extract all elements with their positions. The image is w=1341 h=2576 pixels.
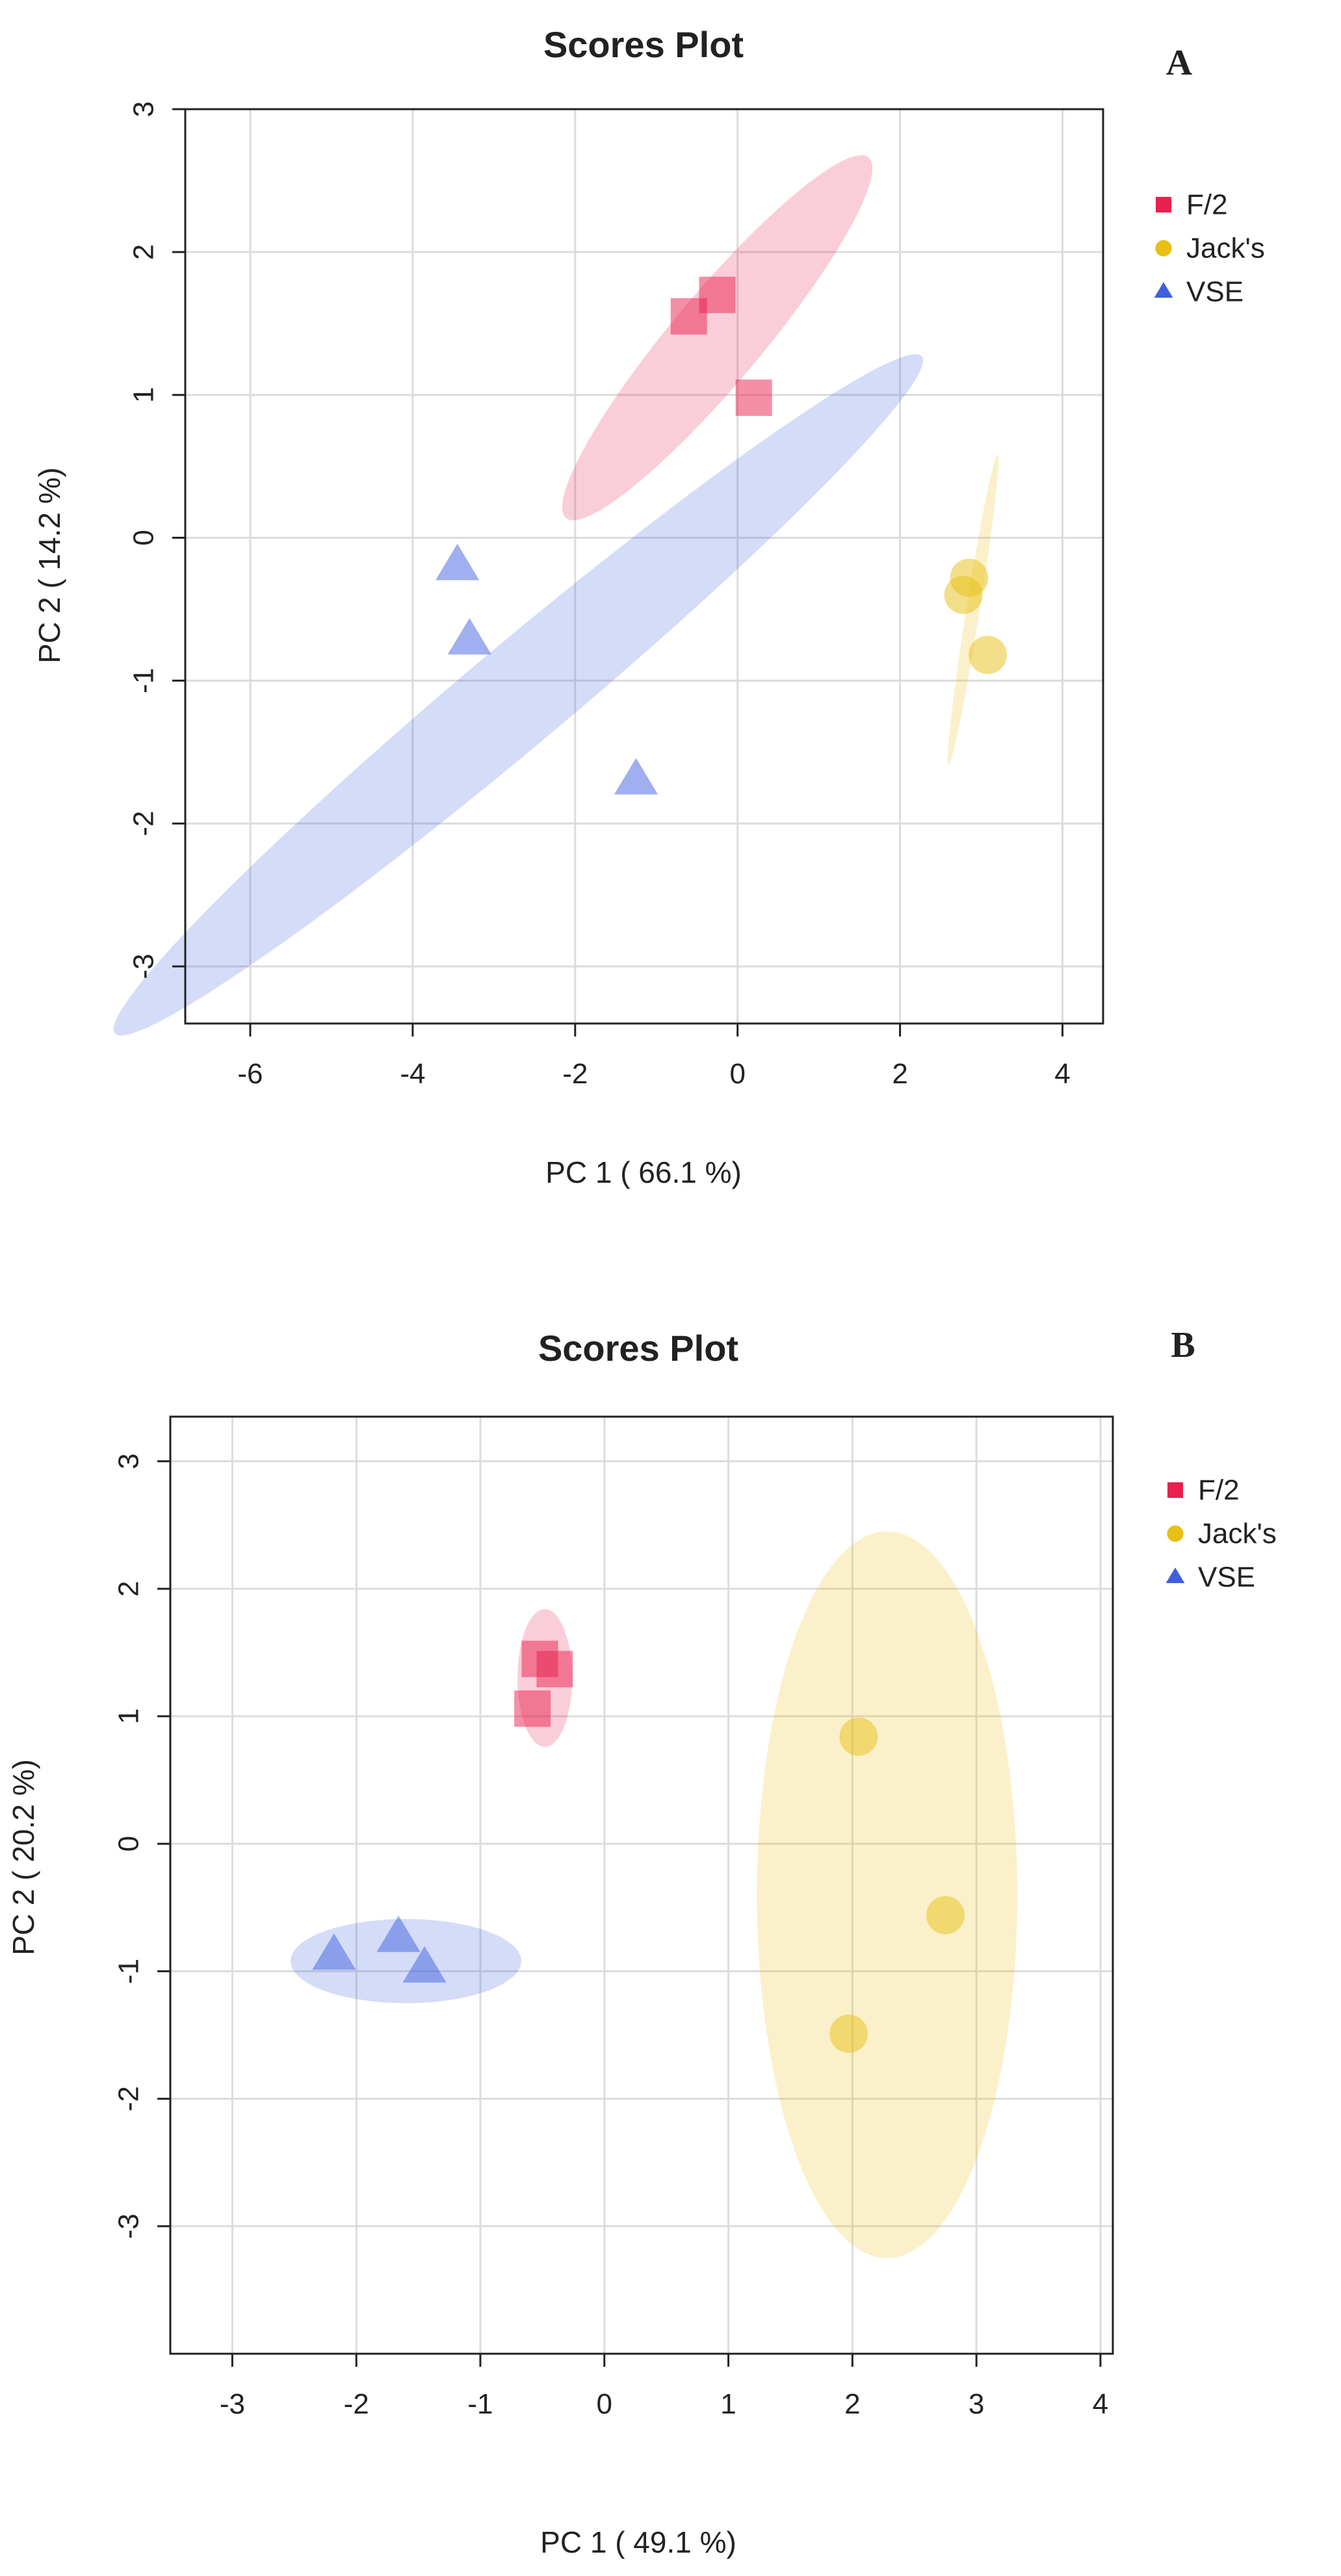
panel-b-plot-frame — [169, 1415, 1114, 2355]
x-tick-label: -3 — [220, 2388, 245, 2420]
legend-marker — [1167, 1482, 1183, 1498]
panel-b-y-axis-label: PC 2 ( 20.2 %) — [7, 1759, 40, 1955]
panel-a-letter: A — [1166, 43, 1193, 83]
x-tick-label: -1 — [467, 2388, 493, 2420]
data-point — [699, 276, 736, 313]
x-tick-label: 4 — [1093, 2388, 1108, 2420]
x-tick-label: 3 — [969, 2388, 984, 2420]
legend-marker — [1155, 240, 1172, 257]
panel-a-legend: F/2 Jack's VSE — [1154, 189, 1265, 308]
x-tick-label: -4 — [400, 1058, 425, 1090]
panel-a-title: Scores Plot — [543, 24, 744, 65]
legend-marker — [1165, 1567, 1185, 1584]
x-tick-label: 2 — [844, 2388, 860, 2420]
data-point — [447, 618, 491, 655]
y-tick-label: -1 — [128, 668, 160, 693]
y-tick-label: -3 — [113, 2213, 145, 2239]
y-tick-label: -2 — [113, 2086, 145, 2111]
legend-label: VSE — [1198, 1562, 1255, 1593]
confidence-ellipse — [291, 1918, 521, 2003]
x-tick-label: -2 — [344, 2388, 369, 2420]
legend-label: F/2 — [1186, 189, 1228, 221]
y-tick-label: 1 — [113, 1708, 145, 1724]
x-tick-label: 1 — [720, 2388, 736, 2420]
legend-marker — [1167, 1525, 1184, 1542]
x-tick-label: 2 — [892, 1058, 907, 1090]
y-tick-label: 0 — [128, 530, 160, 545]
y-tick-label: 0 — [113, 1836, 145, 1851]
panel-b-points — [312, 1640, 965, 2053]
panel-b-letter: B — [1171, 1325, 1195, 1365]
y-tick-label: 3 — [113, 1453, 145, 1469]
panel-b: -3 -2 -1 0 1 2 3 4 -3 -2 -1 0 1 2 3 Scores Plot B PC 1… — [7, 1325, 1277, 2559]
data-point — [735, 380, 772, 417]
y-tick-label: -1 — [113, 1959, 145, 1984]
y-tick-label: -2 — [128, 811, 160, 836]
panel-b-grid — [170, 1417, 1113, 2354]
panel-b-title: Scores Plot — [538, 1328, 738, 1369]
data-point — [969, 636, 1007, 675]
x-tick-label: 0 — [597, 2388, 612, 2420]
data-point — [312, 1933, 356, 1970]
x-tick-label: 0 — [729, 1058, 745, 1090]
y-tick-label: 2 — [113, 1581, 145, 1597]
legend-label: F/2 — [1198, 1475, 1240, 1506]
data-point — [536, 1651, 573, 1688]
x-tick-label: -2 — [562, 1058, 588, 1090]
x-tick-label: 4 — [1054, 1058, 1070, 1090]
panel-a-points — [436, 276, 1007, 795]
confidence-ellipse — [113, 354, 924, 1036]
panel-a: -6 -4 -2 0 2 4 -3 -2 -1 0 1 2 3 Scores Plot A PC 1 (… — [33, 24, 1265, 1189]
y-tick-label: -3 — [128, 954, 160, 979]
panel-b-ticks: -3 -2 -1 0 1 2 3 4 -3 -2 -1 0 1 2 3 — [113, 1453, 1109, 2420]
confidence-ellipse — [562, 155, 873, 521]
data-point — [376, 1915, 421, 1952]
legend-marker — [1156, 197, 1171, 213]
data-point — [944, 576, 983, 614]
panel-a-plot-frame — [184, 108, 1104, 1025]
panel-a-y-axis-label: PC 2 ( 14.2 %) — [33, 467, 66, 663]
y-tick-label: 2 — [128, 244, 160, 260]
x-tick-label: -6 — [237, 1058, 263, 1090]
panel-a-ellipses — [113, 155, 999, 1036]
panel-a-x-axis-label: PC 1 ( 66.1 %) — [545, 1155, 742, 1189]
panel-a-ticks: -6 -4 -2 0 2 4 -3 -2 -1 0 1 2 3 — [128, 101, 1071, 1090]
data-point — [514, 1690, 551, 1727]
legend-label: Jack's — [1198, 1518, 1277, 1550]
legend-marker — [1154, 282, 1173, 298]
data-point — [402, 1946, 447, 1983]
y-tick-label: 3 — [128, 101, 160, 117]
legend-label: Jack's — [1186, 233, 1265, 264]
data-point — [614, 758, 658, 795]
panel-b-ellipses — [291, 1531, 1018, 2258]
legend-label: VSE — [1186, 276, 1243, 308]
confidence-ellipse — [757, 1531, 1018, 2258]
y-tick-label: 1 — [128, 387, 160, 402]
data-point — [839, 1718, 878, 1756]
panel-b-legend: F/2 Jack's VSE — [1165, 1475, 1277, 1593]
data-point — [926, 1896, 965, 1935]
panel-b-x-axis-label: PC 1 ( 49.1 %) — [540, 2525, 736, 2559]
data-point — [829, 2015, 868, 2053]
data-point — [436, 543, 480, 580]
